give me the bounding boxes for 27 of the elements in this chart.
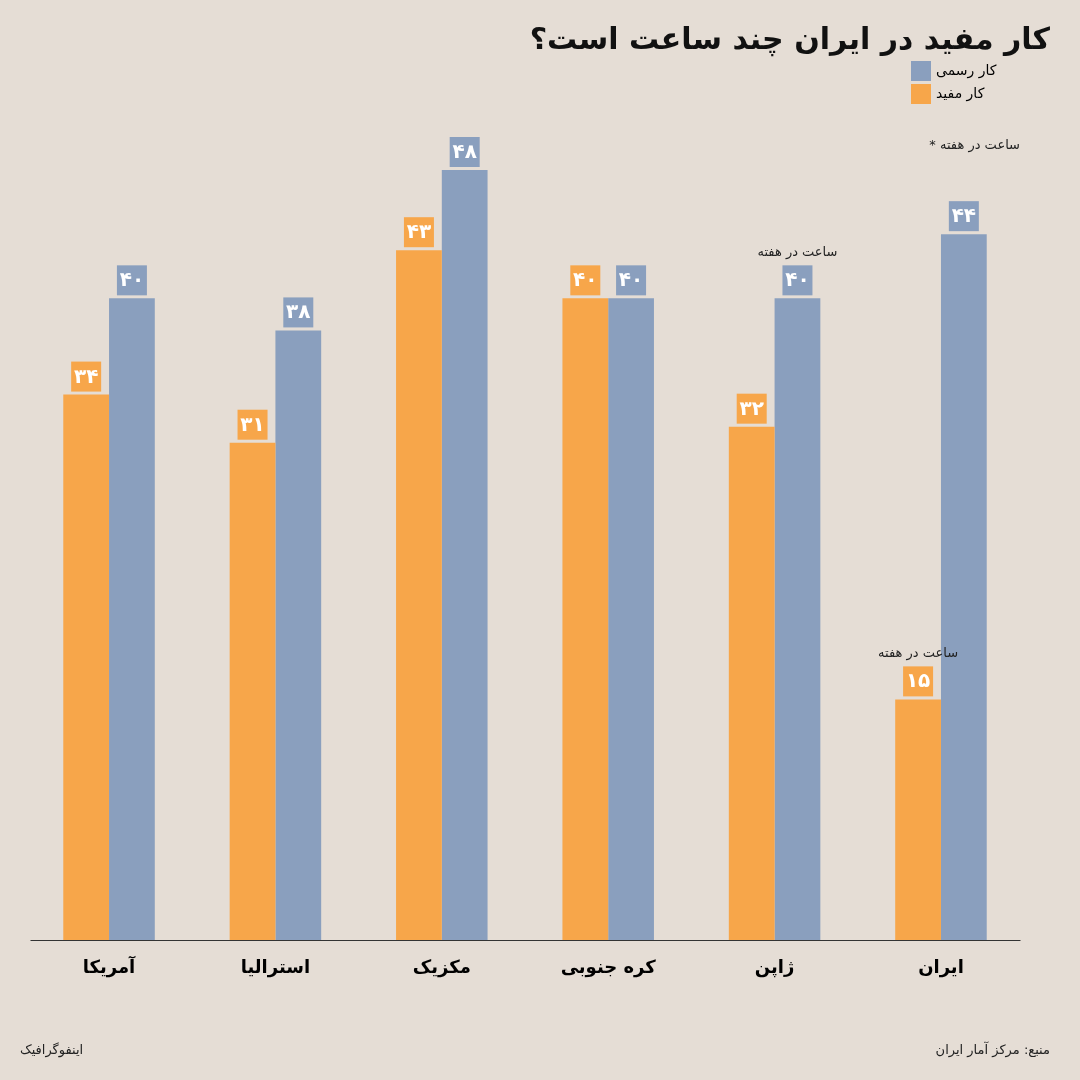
text: * ساعت در هفته	[929, 137, 1020, 153]
x-tick-label: استرالیا	[240, 955, 311, 978]
x-tick-label: ژاپن	[754, 955, 795, 978]
data-label: ۴۸	[452, 139, 477, 163]
data-label: ۳۴	[73, 363, 99, 388]
text: منبع: مرکز آمار ایران	[935, 1041, 1050, 1058]
data-label: ۳۲	[739, 395, 764, 420]
x-tick-label: ایران	[918, 955, 964, 978]
legend-label: کار مفید	[936, 85, 985, 102]
text: اینفوگرافیک	[20, 1042, 84, 1058]
x-tick-label: کره جنوبی	[560, 955, 657, 978]
x-tick-label: آمریکا	[82, 954, 137, 978]
annotation: ساعت در هفته	[878, 645, 959, 662]
data-label: ۴۰	[618, 267, 644, 292]
data-label: ۴۰	[119, 267, 145, 292]
data-label: ۴۰	[785, 267, 810, 292]
legend-label: کار رسمی	[936, 62, 997, 79]
bar	[441, 170, 488, 940]
data-label: ۴۳	[406, 219, 432, 244]
annotation: ساعت در هفته	[757, 244, 838, 261]
data-label: ۳۸	[286, 299, 311, 324]
chart-title: کار مفید در ایران چند ساعت است؟	[529, 21, 1051, 57]
data-label: ۱۵	[905, 668, 931, 693]
data-label: ۳۱	[240, 411, 265, 436]
data-label: ۴۴	[951, 203, 977, 228]
x-tick-label: مکزیک	[412, 955, 471, 978]
data-label: ۴۰	[573, 267, 598, 292]
